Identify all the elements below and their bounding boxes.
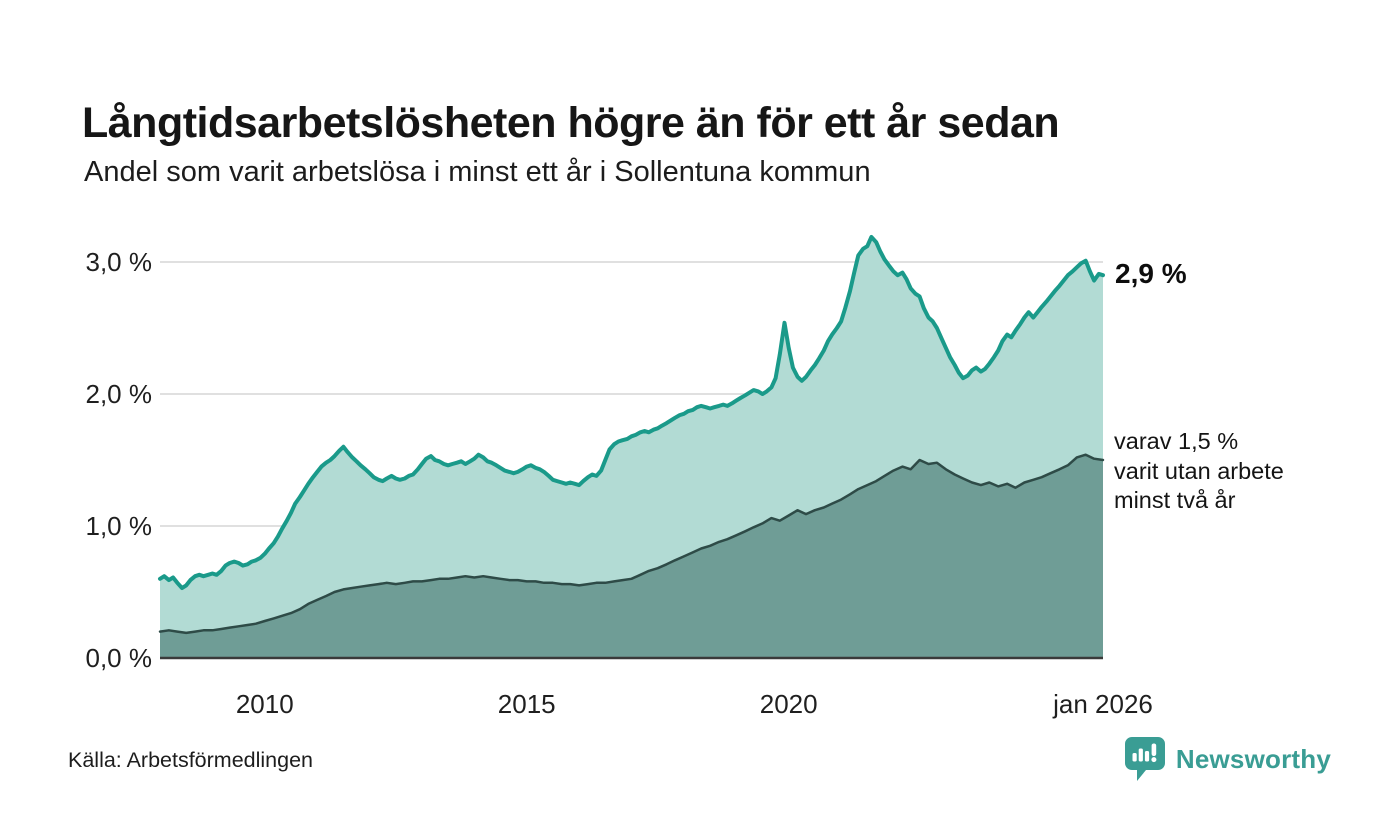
area-unemployed-min-2yr (160, 454, 1103, 658)
secondary-annotation-line: minst två år (1114, 487, 1236, 513)
newsworthy-wordmark: Newsworthy (1175, 743, 1331, 774)
source-label: Källa: Arbetsförmedlingen (68, 748, 314, 772)
newsworthy-logo: Newsworthy (1124, 736, 1331, 782)
secondary-annotation-line: varav 1,5 % (1114, 428, 1239, 454)
line-unemployed-min-2yr (158, 453, 1105, 635)
newsworthy-speech-bubble-chart-icon (1124, 737, 1165, 781)
y-tick-label: 0,0 % (85, 643, 153, 673)
chart-title: Långtidsarbetslösheten högre än för ett … (82, 98, 1060, 147)
line-unemployed-min-1yr (158, 235, 1105, 590)
y-tick-label: 3,0 % (85, 247, 153, 278)
y-tick-label: 2,0 % (85, 379, 153, 410)
x-tick-label: 2020 (759, 689, 818, 719)
latest-value-annotation: 2,9 % (1115, 258, 1187, 289)
chart-subtitle: Andel som varit arbetslösa i minst ett å… (84, 156, 871, 188)
secondary-annotation: varav 1,5 % varit utan arbete minst två år (1114, 427, 1284, 516)
secondary-annotation-line: varit utan arbete (1114, 457, 1284, 484)
x-tick-label: 2015 (497, 689, 556, 719)
y-tick-label: 1,0 % (85, 511, 153, 541)
x-tick-label: 2010 (235, 689, 294, 719)
x-tick-label: jan 2026 (1053, 689, 1153, 719)
